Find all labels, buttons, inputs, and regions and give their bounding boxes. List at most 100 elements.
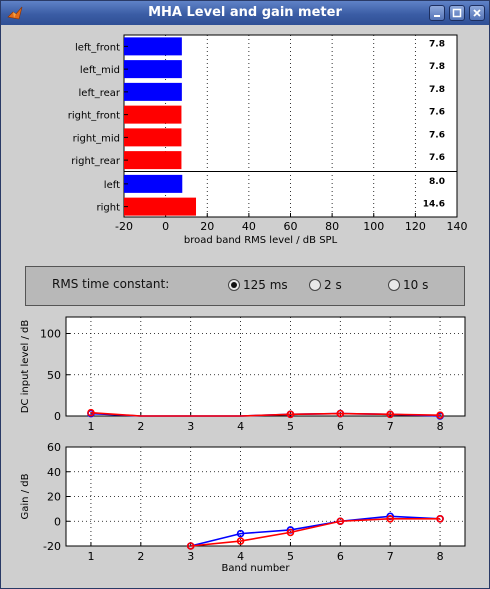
gain-y-tick-label: -20 [43,540,61,553]
dc-x-tick-label: 7 [387,420,394,433]
level-bar-label: left_rear [79,88,121,99]
level-bar-label: right_mid [73,133,120,144]
level-bar-label: left [104,180,120,191]
title-bar[interactable]: MHA Level and gain meter [1,1,489,25]
dc-x-tick-label: 5 [287,420,294,433]
minimize-button[interactable] [429,5,445,21]
radio-2s[interactable]: 2 s [309,278,342,292]
level-value-label: 7.6 [429,130,445,140]
gain-series-1-point [436,514,444,523]
level-bar-left [124,174,183,193]
level-bar-right-mid [124,128,182,147]
gain-x-tick-label: 3 [187,550,194,563]
dc-y-tick-label: 0 [54,410,61,423]
dc-series-1-point [386,410,394,419]
dc-x-tick-label: 8 [437,420,444,433]
level-value-label: 14.6 [423,200,445,210]
gain-series-1-point [286,528,295,537]
gain-series-1-point [236,537,245,545]
level-x-tick-label: 60 [284,220,298,233]
close-button[interactable] [469,5,485,21]
level-meter-chart: -20 0 20 40 60 80 100 120 140 broad band RMS leve… [68,34,468,246]
gain-y-tick-label: 0 [54,515,61,528]
rms-time-constant-label: RMS time constant: [52,277,170,291]
dc-series-1-point [87,408,95,417]
level-x-axis-label: broad band RMS level / dB SPL [184,235,338,246]
level-value-label: 7.6 [429,108,445,118]
level-x-tick-label: 140 [447,220,468,233]
dc-y-axis-label: DC input level / dB [20,320,31,414]
gain-chart: 1 2 3 4 5 6 7 8 -20 0 20 40 60 Gain / dB Band number [20,441,466,574]
level-bar-right-rear [124,151,182,170]
dc-x-tick-label: 1 [87,420,94,433]
level-bar-label: right_rear [71,156,121,167]
level-x-tick-label: 20 [200,220,214,233]
radio-125ms-indicator[interactable] [228,279,240,291]
gain-x-tick-label: 4 [237,550,244,563]
level-value-label: 7.8 [429,39,445,49]
gain-series-1-point [336,517,345,526]
gain-x-tick-label: 5 [287,550,294,563]
gain-series-0-point [236,529,245,538]
minimize-icon [434,15,440,17]
dc-x-tick-label: 4 [237,420,244,433]
gain-x-axis-label: Band number [222,563,291,574]
radio-10s-indicator[interactable] [388,279,400,291]
gain-y-tick-label: 40 [47,466,61,479]
dc-series-1-line [90,411,441,417]
level-bar-label: right_front [68,111,120,122]
radio-10s[interactable]: 10 s [388,278,428,292]
level-x-tick-label: 120 [405,220,426,233]
dc-series-1-point [336,409,345,418]
level-x-tick-label: 80 [325,220,339,233]
gain-series-1-point [186,542,195,550]
level-bar-label: left_mid [80,65,120,76]
gain-y-tick-label: 60 [47,441,61,454]
window-title: MHA Level and gain meter [148,5,342,20]
gain-y-axis-label: Gain / dB [20,473,31,519]
radio-10s-label: 10 s [403,278,429,292]
gain-x-tick-label: 1 [87,550,94,563]
level-x-tick-label: 100 [363,220,384,233]
level-x-tick-label: 0 [162,220,169,233]
level-bar-left-rear [124,82,182,101]
close-icon [473,9,481,17]
dc-plot-area [65,316,466,417]
dc-x-tick-label: 6 [337,420,344,433]
gain-series-1-point [386,514,394,523]
maximize-button[interactable] [449,5,465,21]
gain-x-tick-label: 6 [337,550,344,563]
gain-x-tick-label: 8 [437,550,444,563]
level-value-label: 7.8 [429,85,445,95]
level-bar-label: left_front [75,42,120,53]
maximize-icon [452,8,462,18]
rms-time-constant-panel: RMS time constant: 125 ms 2 s 10 s [25,266,465,306]
level-bar-right-front [124,105,182,124]
radio-2s-label: 2 s [324,278,342,292]
radio-125ms-label: 125 ms [243,278,288,292]
level-value-label: 7.8 [429,62,445,72]
gain-x-tick-label: 7 [387,550,394,563]
gain-series-1-line [190,517,441,547]
dc-series-1-point [436,411,444,419]
level-value-label: 7.6 [429,153,445,163]
level-value-label: 8.0 [429,177,445,187]
radio-2s-indicator[interactable] [309,279,321,291]
dc-input-level-chart: 1 2 3 4 5 6 7 8 0 50 100 DC input level / dB [20,316,466,433]
matlab-icon [7,6,23,20]
dc-y-tick-label: 100 [40,328,61,341]
gain-y-tick-label: 20 [47,491,61,504]
level-bar-label: right [97,203,121,214]
gain-x-tick-label: 2 [137,550,144,563]
gain-series-0-line [190,515,441,547]
level-bar-right [124,197,197,216]
level-bar-left-mid [124,60,182,79]
level-x-tick-label: 40 [242,220,256,233]
radio-125ms[interactable]: 125 ms [228,278,288,292]
dc-x-tick-label: 2 [137,420,144,433]
dc-y-tick-label: 50 [47,369,61,382]
level-x-tick-label: -20 [115,220,133,233]
dc-x-tick-label: 3 [187,420,194,433]
dc-series-1-point [286,410,295,419]
